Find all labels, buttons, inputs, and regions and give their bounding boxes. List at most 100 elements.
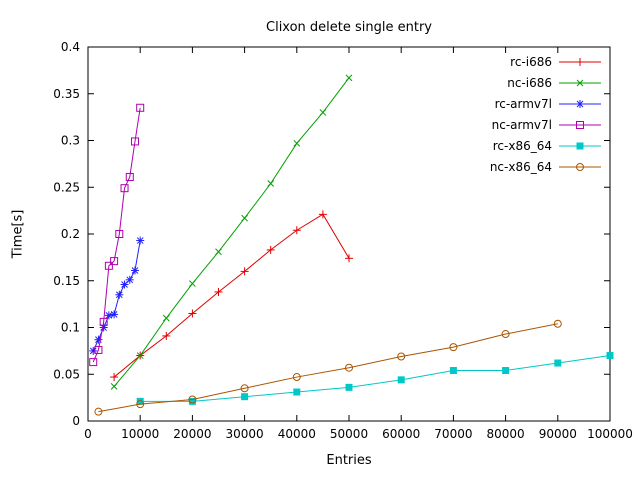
marker-rc-armv7l (99, 323, 108, 332)
marker-nc-i686 (215, 248, 222, 256)
marker-rc-armv7l (115, 290, 124, 299)
marker-rc-armv7l (110, 310, 119, 319)
marker-rc-x86_64 (136, 397, 144, 405)
marker-rc-x86_64 (397, 376, 405, 384)
legend-label-nc-i686: nc-i686 (507, 76, 552, 90)
y-tick-label: 0.1 (61, 321, 80, 335)
x-tick-label: 0 (84, 427, 92, 441)
marker-rc-i686 (214, 287, 223, 296)
legend-item-nc-x86_64: nc-x86_64 (490, 160, 601, 174)
marker-nc-armv7l (120, 184, 129, 193)
marker-rc-i686 (188, 309, 197, 318)
y-tick-label: 0.3 (61, 134, 80, 148)
legend-marker-nc-i686 (576, 79, 584, 87)
marker-nc-x86_64 (397, 352, 406, 361)
y-tick-label: 0.4 (61, 40, 80, 54)
marker-rc-armv7l (125, 275, 134, 284)
legend-label-rc-x86_64: rc-x86_64 (493, 139, 552, 153)
x-tick-label: 20000 (173, 427, 211, 441)
marker-nc-x86_64 (292, 373, 301, 382)
marker-rc-x86_64 (554, 359, 562, 367)
series-markers-nc-armv7l (89, 103, 145, 367)
y-tick-label: 0.25 (53, 180, 80, 194)
marker-nc-armv7l (104, 261, 113, 270)
marker-nc-armv7l (99, 317, 108, 326)
series-markers-rc-i686 (110, 210, 353, 382)
marker-nc-i686 (293, 139, 301, 147)
marker-nc-armv7l (115, 230, 124, 238)
marker-rc-x86_64 (449, 367, 457, 375)
marker-rc-x86_64 (502, 367, 510, 375)
legend-item-nc-armv7l: nc-armv7l (492, 118, 601, 132)
marker-nc-i686 (345, 74, 353, 82)
legend-item-nc-i686: nc-i686 (507, 76, 601, 90)
x-tick-label: 70000 (434, 427, 472, 441)
series-markers-rc-armv7l (89, 236, 145, 355)
marker-nc-x86_64 (240, 384, 249, 393)
marker-nc-x86_64 (553, 319, 562, 328)
legend-label-rc-i686: rc-i686 (510, 55, 552, 69)
marker-rc-x86_64 (293, 388, 301, 396)
x-tick-label: 80000 (487, 427, 525, 441)
legend-marker-rc-armv7l (576, 100, 584, 108)
series-line-nc-x86_64 (98, 323, 558, 413)
marker-rc-x86_64 (188, 397, 196, 405)
marker-nc-x86_64 (188, 395, 197, 404)
legend-label-nc-x86_64: nc-x86_64 (490, 160, 552, 174)
x-tick-label: 40000 (278, 427, 316, 441)
legend-label-rc-armv7l: rc-armv7l (495, 97, 552, 111)
marker-rc-i686 (345, 254, 353, 263)
marker-rc-armv7l (104, 311, 113, 320)
legend-item-rc-x86_64: rc-x86_64 (493, 139, 601, 153)
x-tick-label: 100000 (587, 427, 633, 441)
y-tick-label: 0 (72, 414, 80, 428)
marker-nc-i686 (241, 214, 248, 222)
marker-nc-i686 (189, 280, 196, 287)
marker-nc-armv7l (130, 137, 139, 146)
x-axis-label: Entries (326, 453, 372, 468)
marker-rc-armv7l (130, 266, 139, 275)
marker-nc-armv7l (136, 103, 145, 112)
marker-nc-x86_64 (136, 400, 145, 409)
marker-rc-i686 (292, 226, 301, 235)
y-tick-label: 0.15 (53, 274, 80, 288)
marker-rc-i686 (318, 210, 327, 219)
marker-nc-x86_64 (501, 330, 510, 339)
marker-nc-x86_64 (449, 343, 458, 352)
legend-label-nc-armv7l: nc-armv7l (492, 118, 552, 132)
series-markers-nc-x86_64 (94, 319, 562, 416)
legend-marker-rc-i686 (576, 58, 584, 66)
series-line-rc-i686 (113, 213, 350, 378)
legend-marker-rc-x86_64 (576, 142, 584, 150)
legend-item-rc-i686: rc-i686 (510, 55, 601, 69)
series-markers-rc-x86_64 (136, 352, 614, 405)
x-tick-label: 90000 (539, 427, 577, 441)
series-line-rc-armv7l (92, 240, 141, 352)
marker-nc-x86_64 (345, 363, 353, 372)
x-tick-label: 10000 (121, 427, 159, 441)
series-line-rc-x86_64 (140, 355, 611, 402)
x-tick-label: 50000 (330, 427, 368, 441)
y-tick-label: 0.35 (53, 87, 80, 101)
marker-rc-armv7l (136, 236, 145, 245)
marker-nc-i686 (110, 383, 118, 390)
y-tick-label: 0.2 (61, 227, 80, 241)
series-line-nc-armv7l (92, 107, 141, 363)
marker-nc-i686 (162, 314, 170, 322)
marker-rc-i686 (162, 331, 171, 340)
marker-nc-i686 (267, 180, 275, 187)
marker-rc-i686 (240, 267, 249, 276)
legend-marker-nc-x86_64 (576, 163, 584, 171)
chart-title: Clixon delete single entry (266, 20, 432, 35)
x-tick-label: 30000 (226, 427, 264, 441)
marker-rc-i686 (266, 245, 275, 254)
y-axis-label: Time[s] (10, 209, 26, 259)
legend-marker-nc-armv7l (576, 121, 584, 129)
marker-rc-i686 (110, 373, 119, 382)
series-markers-nc-i686 (110, 74, 353, 390)
marker-rc-x86_64 (606, 352, 614, 360)
marker-rc-x86_64 (241, 393, 249, 401)
y-tick-label: 0.05 (53, 367, 80, 381)
